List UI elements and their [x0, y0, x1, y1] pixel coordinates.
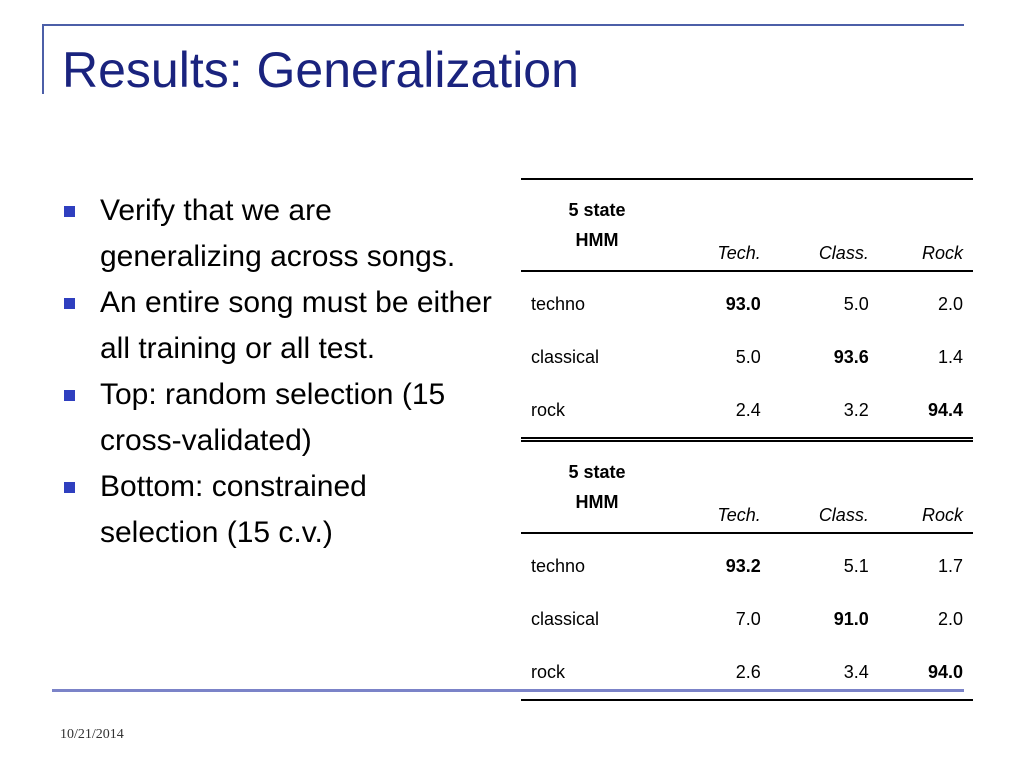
bullet-text: Verify that we are generalizing across s…	[100, 194, 456, 273]
frame-top-line	[42, 24, 964, 26]
results-table-random: 5 state HMM Tech. Class. Rock techno 93.…	[521, 178, 973, 439]
square-bullet-icon	[64, 298, 75, 309]
bullet-text: Bottom: constrained selection (15 c.v.)	[100, 470, 367, 549]
table-cell: 1.4	[937, 347, 963, 367]
column-header: Class.	[818, 243, 869, 263]
column-header: Rock	[921, 243, 963, 263]
row-label: classical	[531, 609, 600, 629]
bullet-item: Top: random selection (15 cross-validate…	[62, 372, 492, 464]
frame-left-line	[42, 24, 44, 94]
table-cell: 93.0	[725, 294, 761, 314]
table-cell: 2.6	[735, 662, 761, 682]
results-table-constrained: 5 state HMM Tech. Class. Rock techno 93.…	[521, 440, 973, 701]
table-corner-header: 5 state HMM	[521, 441, 673, 533]
table-cell: 2.0	[937, 609, 963, 629]
slide-date: 10/21/2014	[60, 727, 124, 742]
table-cell: 3.4	[843, 662, 869, 682]
table-cell: 94.4	[927, 400, 963, 420]
row-label: techno	[531, 556, 586, 576]
square-bullet-icon	[64, 390, 75, 401]
table-row: classical 7.0 91.0 2.0	[521, 593, 973, 646]
bullet-item: An entire song must be either all traini…	[62, 280, 492, 372]
bullet-item: Verify that we are generalizing across s…	[62, 188, 492, 280]
frame-bottom-line	[52, 689, 964, 692]
column-header: Tech.	[717, 243, 761, 263]
column-header: Class.	[818, 505, 869, 525]
table-row: rock 2.4 3.2 94.4	[521, 384, 973, 438]
corner-line-1: 5 state	[568, 462, 626, 482]
bullet-text: Top: random selection (15 cross-validate…	[100, 378, 446, 457]
table-row: techno 93.0 5.0 2.0	[521, 271, 973, 331]
table-cell: 5.1	[843, 556, 869, 576]
table-cell: 2.4	[735, 400, 761, 420]
table-cell: 93.6	[833, 347, 869, 367]
table-cell: 5.0	[843, 294, 869, 314]
table-cell: 91.0	[833, 609, 869, 629]
table-cell: 1.7	[937, 556, 963, 576]
corner-line-2: HMM	[575, 230, 619, 250]
square-bullet-icon	[64, 206, 75, 217]
table-row: rock 2.6 3.4 94.0	[521, 646, 973, 700]
table-cell: 93.2	[725, 556, 761, 576]
table-row: techno 93.2 5.1 1.7	[521, 533, 973, 593]
slide-title: Results: Generalization	[62, 42, 579, 98]
corner-line-1: 5 state	[568, 200, 626, 220]
table-cell: 94.0	[927, 662, 963, 682]
bullet-list: Verify that we are generalizing across s…	[62, 188, 492, 556]
square-bullet-icon	[64, 482, 75, 493]
table-cell: 3.2	[843, 400, 869, 420]
bullet-item: Bottom: constrained selection (15 c.v.)	[62, 464, 492, 556]
table-cell: 5.0	[735, 347, 761, 367]
table-corner-header: 5 state HMM	[521, 179, 673, 271]
column-header: Tech.	[717, 505, 761, 525]
table-cell: 2.0	[937, 294, 963, 314]
corner-line-2: HMM	[575, 492, 619, 512]
row-label: techno	[531, 294, 586, 314]
bullet-text: An entire song must be either all traini…	[100, 286, 492, 365]
column-header: Rock	[921, 505, 963, 525]
row-label: rock	[531, 400, 566, 420]
row-label: rock	[531, 662, 566, 682]
row-label: classical	[531, 347, 600, 367]
table-row: classical 5.0 93.6 1.4	[521, 331, 973, 384]
table-header-row: 5 state HMM Tech. Class. Rock	[521, 179, 973, 271]
table-header-row: 5 state HMM Tech. Class. Rock	[521, 441, 973, 533]
table-cell: 7.0	[735, 609, 761, 629]
